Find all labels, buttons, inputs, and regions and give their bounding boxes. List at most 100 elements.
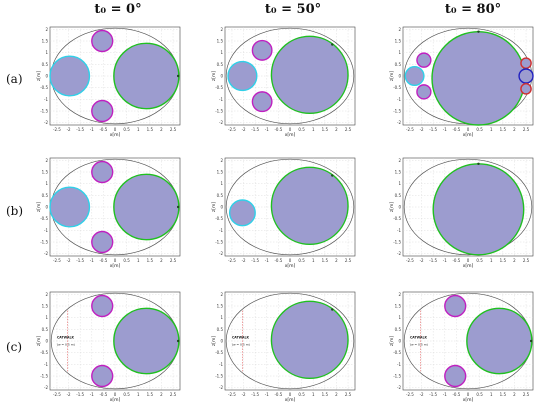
y-tick-label: 1.5 bbox=[217, 170, 224, 175]
catwalk-label: CATWALK bbox=[232, 336, 250, 340]
y-tick-label: 2 bbox=[220, 27, 223, 32]
y-tick-label: 1 bbox=[398, 50, 401, 55]
y-tick-label: 0.5 bbox=[42, 62, 49, 67]
y-tick-label: -0.5 bbox=[215, 216, 223, 221]
circle-magenta bbox=[444, 294, 467, 318]
x-tick-label: 2 bbox=[513, 127, 516, 132]
x-tick-label: 2 bbox=[513, 392, 516, 397]
y-tick-label: -1 bbox=[219, 362, 223, 367]
catwalk-sub-label: (w = 0.5 m) bbox=[232, 343, 250, 347]
x-tick-label: 0 bbox=[114, 258, 117, 263]
y-tick-label: 0.5 bbox=[217, 193, 224, 198]
x-tick-label: -2.5 bbox=[228, 258, 236, 263]
y-tick-label: -0.5 bbox=[215, 350, 223, 355]
tunnel-ellipse bbox=[225, 27, 355, 125]
circle-red bbox=[520, 57, 532, 69]
contact-dot bbox=[176, 74, 180, 78]
x-tick-label: 0.5 bbox=[476, 392, 483, 397]
x-tick-label: 2.5 bbox=[170, 127, 177, 132]
y-tick-label: 1 bbox=[45, 181, 48, 186]
y-tick-label: -1 bbox=[397, 97, 401, 102]
y-tick-label: -0.5 bbox=[393, 216, 401, 221]
circle-cyan bbox=[49, 186, 91, 228]
x-tick-label: -0.5 bbox=[274, 392, 282, 397]
y-tick-label: -1 bbox=[219, 97, 223, 102]
circle-blue bbox=[518, 68, 534, 84]
x-axis-label: x[m] bbox=[110, 132, 121, 138]
y-tick-label: 1 bbox=[398, 181, 401, 186]
y-tick-label: 1.5 bbox=[42, 304, 49, 309]
x-tick-label: 1.5 bbox=[147, 258, 154, 263]
y-tick-label: 2 bbox=[398, 27, 401, 32]
x-tick-label: 0 bbox=[467, 127, 470, 132]
y-tick-label: -2 bbox=[397, 120, 401, 125]
panel-1-2: -2.5 -2 -1.5 -1 -0.5 0 0.5 1 1.5 2 2.5 2 1.5 1 0.5 0 -0.… bbox=[389, 157, 534, 269]
x-tick-label: -1 bbox=[265, 127, 269, 132]
y-tick-label: -1.5 bbox=[393, 240, 401, 245]
circle-green bbox=[270, 166, 349, 246]
x-tick-label: 1 bbox=[490, 392, 493, 397]
x-tick-label: -2 bbox=[242, 258, 246, 263]
y-tick-label: -0.5 bbox=[40, 216, 48, 221]
y-tick-label: 0 bbox=[398, 339, 401, 344]
y-tick-label: -2 bbox=[219, 385, 223, 390]
catwalk-sub-label: (w = 0.5 m) bbox=[57, 343, 75, 347]
circle-green bbox=[432, 163, 525, 256]
x-tick-label: 1 bbox=[312, 127, 315, 132]
y-tick-label: -1.5 bbox=[393, 374, 401, 379]
circle-magenta bbox=[416, 84, 432, 100]
y-tick-label: 0.5 bbox=[395, 193, 402, 198]
circle-cyan bbox=[49, 55, 91, 97]
x-tick-label: 0.5 bbox=[123, 392, 130, 397]
x-tick-label: 2 bbox=[335, 127, 338, 132]
y-tick-label: 1.5 bbox=[217, 39, 224, 44]
x-tick-label: -1.5 bbox=[251, 258, 259, 263]
y-tick-label: 2 bbox=[398, 158, 401, 163]
y-axis-label: z[m] bbox=[211, 336, 217, 347]
x-tick-label: -2.5 bbox=[406, 127, 414, 132]
y-tick-label: 2 bbox=[45, 158, 48, 163]
y-tick-label: 1.5 bbox=[42, 39, 49, 44]
y-tick-label: 0 bbox=[220, 74, 223, 79]
x-tick-label: 2.5 bbox=[523, 258, 530, 263]
y-tick-label: -0.5 bbox=[40, 85, 48, 90]
circle-magenta bbox=[91, 364, 114, 388]
x-tick-label: 1 bbox=[137, 258, 140, 263]
x-tick-label: -1 bbox=[90, 258, 94, 263]
x-tick-label: -2 bbox=[67, 258, 71, 263]
x-tick-label: -1 bbox=[443, 258, 447, 263]
y-axis-label: z[m] bbox=[211, 71, 217, 82]
circle-green bbox=[113, 173, 180, 241]
circle-cyan bbox=[404, 65, 425, 87]
circle-magenta bbox=[91, 99, 114, 123]
y-tick-label: 2 bbox=[45, 27, 48, 32]
x-tick-label: 1.5 bbox=[147, 392, 154, 397]
x-tick-label: 1 bbox=[312, 258, 315, 263]
x-tick-label: 0.5 bbox=[298, 127, 305, 132]
x-tick-label: 2.5 bbox=[523, 392, 530, 397]
x-tick-label: 2.5 bbox=[523, 127, 530, 132]
y-tick-label: 1 bbox=[220, 50, 223, 55]
panel-0-1: -2.5 -2 -1.5 -1 -0.5 0 0.5 1 1.5 2 2.5 2 1.5 1 0.5 0 -0.… bbox=[211, 26, 356, 138]
x-tick-label: -0.5 bbox=[99, 258, 107, 263]
x-tick-label: 2.5 bbox=[345, 392, 352, 397]
x-tick-label: -0.5 bbox=[99, 127, 107, 132]
y-tick-label: -1 bbox=[397, 228, 401, 233]
y-tick-label: 0 bbox=[45, 74, 48, 79]
catwalk-label: CATWALK bbox=[410, 336, 428, 340]
row-label-c: (c) bbox=[6, 340, 23, 354]
y-tick-label: -2 bbox=[397, 385, 401, 390]
circle-green bbox=[270, 300, 349, 380]
contact-dot bbox=[331, 174, 334, 177]
x-axis-label: x[m] bbox=[285, 397, 296, 403]
y-tick-label: 0.5 bbox=[217, 327, 224, 332]
y-tick-label: 2 bbox=[220, 158, 223, 163]
y-tick-label: -1.5 bbox=[40, 109, 48, 114]
x-tick-label: 2.5 bbox=[345, 127, 352, 132]
x-tick-label: -1 bbox=[443, 392, 447, 397]
x-tick-label: 1.5 bbox=[147, 127, 154, 132]
x-tick-label: 1.5 bbox=[322, 258, 329, 263]
x-tick-label: 2 bbox=[335, 258, 338, 263]
circle-magenta bbox=[251, 39, 273, 61]
